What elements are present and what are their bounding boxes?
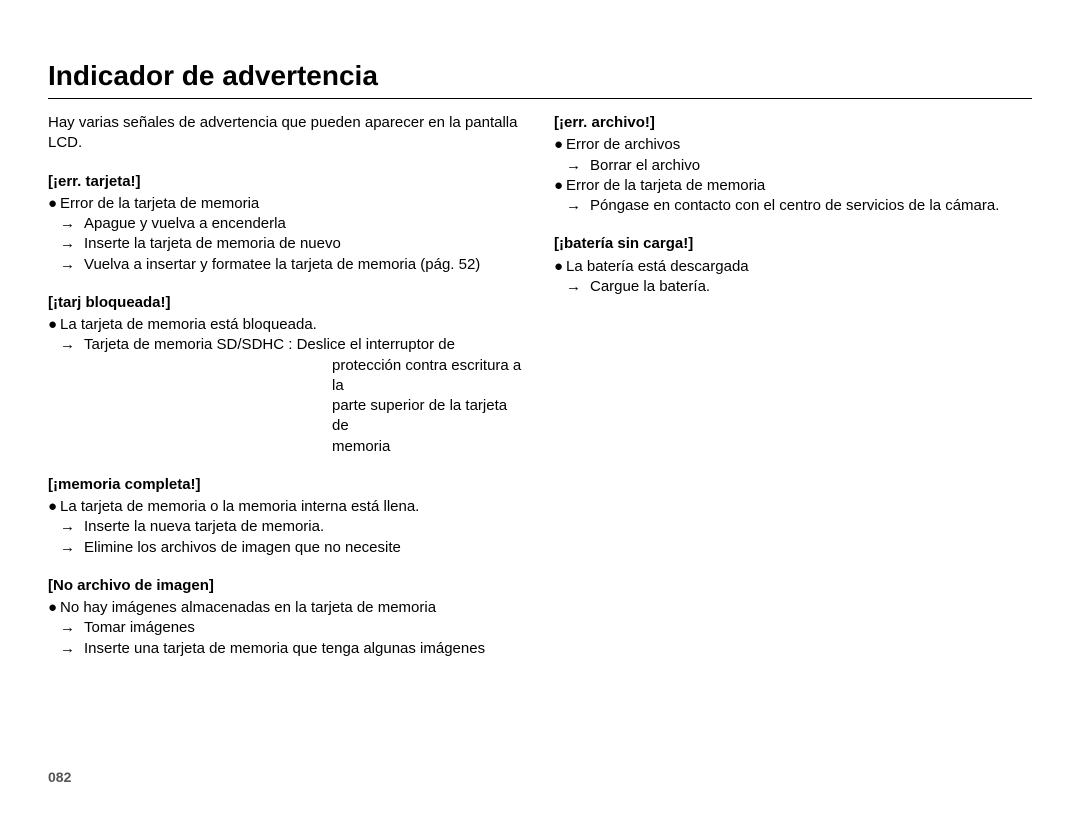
manual-page: Indicador de advertencia Hay varias seña… (0, 0, 1080, 815)
left-column: Hay varias señales de advertencia que pu… (48, 113, 526, 677)
page-number: 082 (48, 769, 71, 785)
bullet-text: Error de la tarjeta de memoria (566, 176, 1032, 196)
arrow-icon: → (60, 618, 84, 638)
arrow-text: Cargue la batería. (590, 277, 1032, 297)
bullet-item: ● Error de la tarjeta de memoria (554, 176, 1032, 196)
bullet-item: ● Error de la tarjeta de memoria (48, 194, 526, 214)
section-tarj-bloqueada: [¡tarj bloqueada!] ● La tarjeta de memor… (48, 293, 526, 457)
arrow-icon: → (60, 335, 84, 355)
bullet-item: ● La tarjeta de memoria o la memoria int… (48, 497, 526, 517)
arrow-text: Póngase en contacto con el centro de ser… (590, 196, 1032, 216)
bullet-icon: ● (48, 598, 60, 618)
arrow-item: → Borrar el archivo (554, 156, 1032, 176)
bullet-text: La tarjeta de memoria está bloqueada. (60, 315, 526, 335)
bullet-icon: ● (48, 497, 60, 517)
section-title: [¡tarj bloqueada!] (48, 293, 526, 313)
arrow-text: Tomar imágenes (84, 618, 526, 638)
bullet-text: Error de la tarjeta de memoria (60, 194, 526, 214)
arrow-text: Inserte la nueva tarjeta de memoria. (84, 517, 526, 537)
section-title: [¡err. archivo!] (554, 113, 1032, 133)
arrow-item: → Elimine los archivos de imagen que no … (48, 538, 526, 558)
arrow-text: Tarjeta de memoria SD/SDHC : Deslice el … (84, 335, 526, 355)
arrow-icon: → (60, 517, 84, 537)
hanging-text: parte superior de la tarjeta de (48, 396, 526, 437)
arrow-item: → Inserte la nueva tarjeta de memoria. (48, 517, 526, 537)
page-title: Indicador de advertencia (48, 60, 1032, 99)
bullet-text: La batería está descargada (566, 257, 1032, 277)
hanging-text: protección contra escritura a la (48, 356, 526, 397)
arrow-icon: → (60, 234, 84, 254)
bullet-icon: ● (48, 315, 60, 335)
intro-text: Hay varias señales de advertencia que pu… (48, 113, 526, 154)
arrow-icon: → (566, 196, 590, 216)
arrow-item: → Póngase en contacto con el centro de s… (554, 196, 1032, 216)
arrow-item: → Cargue la batería. (554, 277, 1032, 297)
content-columns: Hay varias señales de advertencia que pu… (48, 113, 1032, 677)
arrow-icon: → (60, 538, 84, 558)
arrow-icon: → (60, 214, 84, 234)
bullet-item: ● Error de archivos (554, 135, 1032, 155)
section-no-archivo-imagen: [No archivo de imagen] ● No hay imágenes… (48, 576, 526, 659)
section-title: [¡err. tarjeta!] (48, 172, 526, 192)
bullet-item: ● La batería está descargada (554, 257, 1032, 277)
arrow-text: Vuelva a insertar y formatee la tarjeta … (84, 255, 526, 275)
arrow-icon: → (566, 277, 590, 297)
arrow-item: → Apague y vuelva a encenderla (48, 214, 526, 234)
arrow-text: Elimine los archivos de imagen que no ne… (84, 538, 526, 558)
right-column: [¡err. archivo!] ● Error de archivos → B… (554, 113, 1032, 677)
bullet-text: Error de archivos (566, 135, 1032, 155)
section-err-tarjeta: [¡err. tarjeta!] ● Error de la tarjeta d… (48, 172, 526, 275)
arrow-text: Apague y vuelva a encenderla (84, 214, 526, 234)
bullet-item: ● La tarjeta de memoria está bloqueada. (48, 315, 526, 335)
bullet-text: No hay imágenes almacenadas en la tarjet… (60, 598, 526, 618)
arrow-item: → Vuelva a insertar y formatee la tarjet… (48, 255, 526, 275)
section-title: [¡memoria completa!] (48, 475, 526, 495)
bullet-icon: ● (554, 176, 566, 196)
arrow-text: Inserte la tarjeta de memoria de nuevo (84, 234, 526, 254)
arrow-item: → Inserte una tarjeta de memoria que ten… (48, 639, 526, 659)
hanging-text: memoria (48, 437, 526, 457)
arrow-text: Inserte una tarjeta de memoria que tenga… (84, 639, 526, 659)
arrow-item: → Tomar imágenes (48, 618, 526, 638)
bullet-text: La tarjeta de memoria o la memoria inter… (60, 497, 526, 517)
bullet-icon: ● (554, 257, 566, 277)
bullet-icon: ● (554, 135, 566, 155)
section-err-archivo: [¡err. archivo!] ● Error de archivos → B… (554, 113, 1032, 216)
section-bateria-sin-carga: [¡batería sin carga!] ● La batería está … (554, 234, 1032, 297)
arrow-text: Borrar el archivo (590, 156, 1032, 176)
arrow-item: → Tarjeta de memoria SD/SDHC : Deslice e… (48, 335, 526, 355)
bullet-icon: ● (48, 194, 60, 214)
arrow-item: → Inserte la tarjeta de memoria de nuevo (48, 234, 526, 254)
arrow-icon: → (60, 639, 84, 659)
section-title: [¡batería sin carga!] (554, 234, 1032, 254)
arrow-icon: → (60, 255, 84, 275)
arrow-icon: → (566, 156, 590, 176)
section-memoria-completa: [¡memoria completa!] ● La tarjeta de mem… (48, 475, 526, 558)
section-title: [No archivo de imagen] (48, 576, 526, 596)
bullet-item: ● No hay imágenes almacenadas en la tarj… (48, 598, 526, 618)
